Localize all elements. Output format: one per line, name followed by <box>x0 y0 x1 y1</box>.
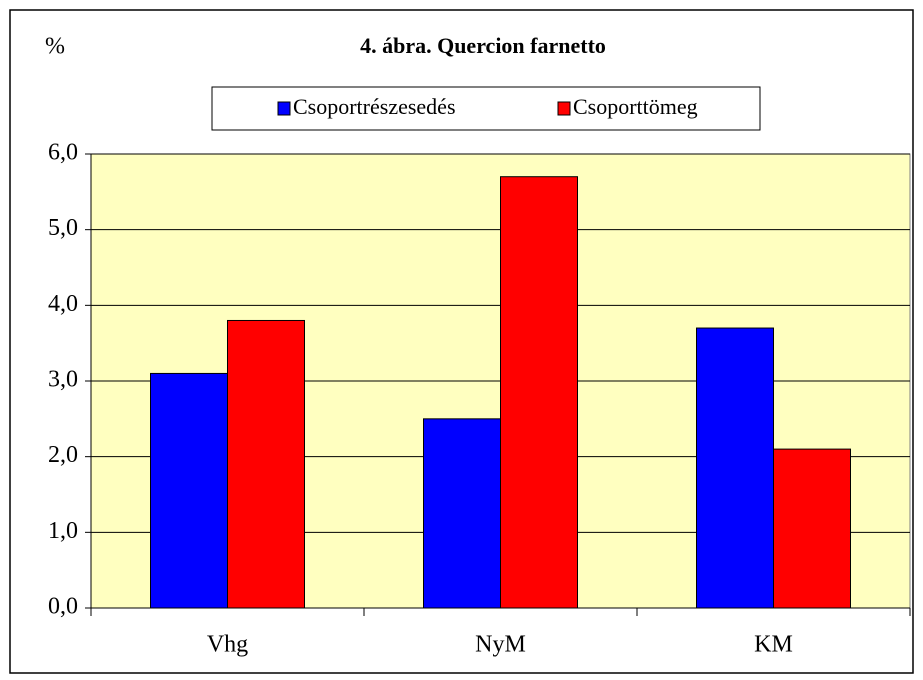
legend-label: Csoporttömeg <box>573 94 698 119</box>
y-axis-label: % <box>45 34 65 60</box>
bar <box>423 418 501 609</box>
chart-title: 4. ábra. Quercion farnetto <box>360 33 606 58</box>
y-tick-label: 0,0 <box>48 594 78 620</box>
x-tick-label: KM <box>754 632 793 658</box>
y-tick-label: 3,0 <box>48 367 78 393</box>
bar <box>696 327 774 609</box>
y-tick-label: 5,0 <box>48 215 78 241</box>
y-tick-label: 2,0 <box>48 442 78 468</box>
x-tick-label: NyM <box>475 632 526 658</box>
legend-swatch <box>557 101 571 116</box>
legend-box <box>211 86 761 131</box>
bar <box>227 319 305 609</box>
bar <box>773 448 851 609</box>
y-tick-label: 4,0 <box>48 291 78 317</box>
legend-swatch <box>277 101 291 116</box>
legend-label: Csoportrészesedés <box>293 94 456 119</box>
x-tick-label: Vhg <box>207 632 248 658</box>
bar <box>150 372 228 609</box>
y-tick-label: 6,0 <box>48 140 78 166</box>
bar <box>500 176 578 609</box>
y-tick-label: 1,0 <box>48 518 78 544</box>
